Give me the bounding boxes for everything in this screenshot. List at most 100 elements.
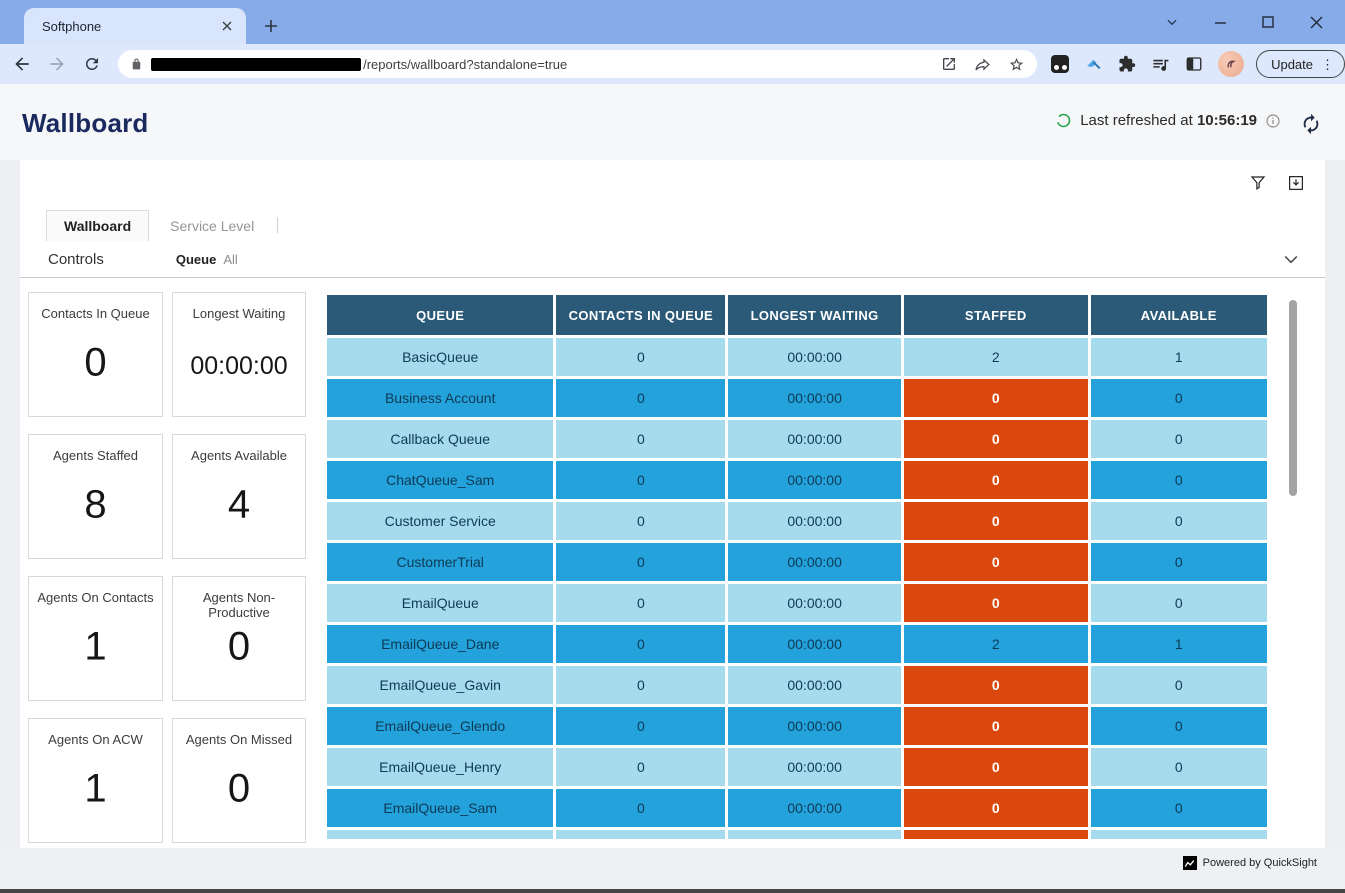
kpi-value: 8 — [29, 482, 162, 527]
cell-queue: EmailQueue_Henry — [327, 748, 553, 786]
browser-menu-kebab-icon[interactable]: ⋮ — [1319, 58, 1336, 71]
info-icon[interactable] — [1265, 113, 1281, 129]
col-queue: QUEUE — [327, 295, 553, 335]
cell-contacts: 0 — [556, 461, 725, 499]
cell-longest: 00:00:00 — [728, 666, 901, 704]
quicksight-logo-icon — [1183, 856, 1197, 870]
controls-label: Controls — [48, 251, 104, 268]
browser-toolbar: /reports/wallboard?standalone=true — [0, 44, 1345, 84]
export-icon[interactable] — [1285, 172, 1307, 194]
share-icon[interactable] — [974, 56, 991, 73]
cell-queue: EmailQueue_Dane — [327, 625, 553, 663]
cell-longest: 00:00:00 — [728, 379, 901, 417]
cell-longest: 00:00:00 — [728, 584, 901, 622]
browser-tab[interactable]: Softphone — [24, 8, 246, 44]
kpi-value: 00:00:00 — [173, 352, 305, 381]
minimize-button[interactable] — [1207, 9, 1233, 35]
cell-contacts — [556, 830, 725, 839]
table-row: EmailQueue_Henry 0 00:00:00 0 0 — [327, 748, 1267, 786]
browser-tab-strip: Softphone — [0, 0, 1345, 44]
cell-staffed-alert: 0 — [904, 461, 1088, 499]
close-button[interactable] — [1303, 9, 1329, 35]
table-row: EmailQueue_Dane 0 00:00:00 2 1 — [327, 625, 1267, 663]
cell-queue: Business Account — [327, 379, 553, 417]
refresh-button[interactable] — [1297, 110, 1325, 138]
kpi-value: 0 — [173, 766, 305, 811]
taskbar-edge — [0, 889, 1345, 893]
url-text: /reports/wallboard?standalone=true — [363, 57, 567, 72]
kpi-label: Agents On Missed — [173, 719, 305, 747]
kpi-label: Contacts In Queue — [29, 293, 162, 321]
side-panel-icon[interactable] — [1185, 55, 1203, 73]
new-tab-button[interactable] — [258, 13, 284, 39]
cell-queue: Customer Service — [327, 502, 553, 540]
cell-available: 0 — [1091, 379, 1267, 417]
cell-staffed-alert: 0 — [904, 420, 1088, 458]
cell-contacts: 0 — [556, 502, 725, 540]
cell-available: 1 — [1091, 338, 1267, 376]
kpi-agents-on-contacts: Agents On Contacts 1 — [28, 576, 163, 701]
table-scrollbar-thumb[interactable] — [1289, 300, 1297, 496]
cell-longest: 00:00:00 — [728, 625, 901, 663]
browser-update-button[interactable]: Update ⋮ — [1256, 50, 1345, 78]
tab-search-chevron-icon[interactable] — [1159, 9, 1185, 35]
col-available: AVAILABLE — [1091, 295, 1267, 335]
refresh-status: Last refreshed at 10:56:19 — [1055, 112, 1281, 129]
extension-axe-icon[interactable] — [1084, 55, 1103, 74]
kpi-agents-staffed: Agents Staffed 8 — [28, 434, 163, 559]
page-header: Wallboard Last refreshed at 10:56:19 — [0, 84, 1345, 160]
cell-staffed: 2 — [904, 625, 1088, 663]
cell-longest — [728, 830, 901, 839]
cell-queue: EmailQueue_Sam — [327, 789, 553, 827]
queue-table: QUEUE CONTACTS IN QUEUE LONGEST WAITING … — [324, 292, 1270, 839]
cell-queue: BasicQueue — [327, 338, 553, 376]
extensions-puzzle-icon[interactable] — [1118, 55, 1136, 73]
profile-avatar[interactable] — [1218, 51, 1244, 77]
kpi-contacts-in-queue: Contacts In Queue 0 — [28, 292, 163, 417]
url-bar[interactable]: /reports/wallboard?standalone=true — [118, 50, 1037, 78]
auto-refresh-timer-icon — [1055, 112, 1072, 129]
dashboard-content: Contacts In Queue 0 Longest Waiting 00:0… — [20, 278, 1325, 848]
extension-dark-icon[interactable] — [1051, 55, 1069, 73]
update-label: Update — [1271, 57, 1313, 72]
cell-contacts: 0 — [556, 379, 725, 417]
kpi-agents-on-acw: Agents On ACW 1 — [28, 718, 163, 843]
open-in-new-icon[interactable] — [941, 56, 957, 72]
cell-available: 0 — [1091, 420, 1267, 458]
refresh-time: 10:56:19 — [1197, 112, 1257, 129]
cell-contacts: 0 — [556, 420, 725, 458]
queue-filter-value[interactable]: All — [223, 252, 237, 267]
url-redacted-block — [151, 58, 361, 71]
tab-service-level[interactable]: Service Level — [153, 211, 271, 241]
dashboard-container: Wallboard Service Level Controls Queue A… — [20, 160, 1325, 848]
cell-available — [1091, 830, 1267, 839]
kpi-label: Agents On Contacts — [29, 577, 162, 605]
reload-button[interactable] — [79, 50, 106, 78]
cell-longest: 00:00:00 — [728, 543, 901, 581]
forward-button[interactable] — [43, 50, 70, 78]
bookmark-star-icon[interactable] — [1008, 56, 1025, 73]
cell-contacts: 0 — [556, 543, 725, 581]
table-row: CustomerTrial 0 00:00:00 0 0 — [327, 543, 1267, 581]
dashboard-utilities — [1247, 172, 1307, 194]
back-button[interactable] — [8, 50, 35, 78]
cell-queue: EmailQueue — [327, 584, 553, 622]
kpi-value: 0 — [29, 340, 162, 385]
table-header-row: QUEUE CONTACTS IN QUEUE LONGEST WAITING … — [327, 295, 1267, 335]
controls-collapse-chevron-icon[interactable] — [1281, 249, 1303, 271]
cell-queue: EmailQueue_Glendo — [327, 707, 553, 745]
kpi-value: 1 — [29, 624, 162, 669]
cell-staffed: 2 — [904, 338, 1088, 376]
tab-title: Softphone — [42, 19, 218, 34]
filter-icon[interactable] — [1247, 172, 1269, 194]
cell-available: 0 — [1091, 543, 1267, 581]
reading-list-icon[interactable] — [1151, 55, 1170, 74]
controls-row: Controls Queue All — [20, 241, 1325, 278]
tab-close-icon[interactable] — [218, 17, 236, 35]
cell-contacts: 0 — [556, 338, 725, 376]
maximize-button[interactable] — [1255, 9, 1281, 35]
window-controls — [1159, 0, 1337, 44]
tab-wallboard[interactable]: Wallboard — [46, 210, 149, 241]
kpi-label: Agents Staffed — [29, 435, 162, 463]
kpi-label: Agents Available — [173, 435, 305, 463]
